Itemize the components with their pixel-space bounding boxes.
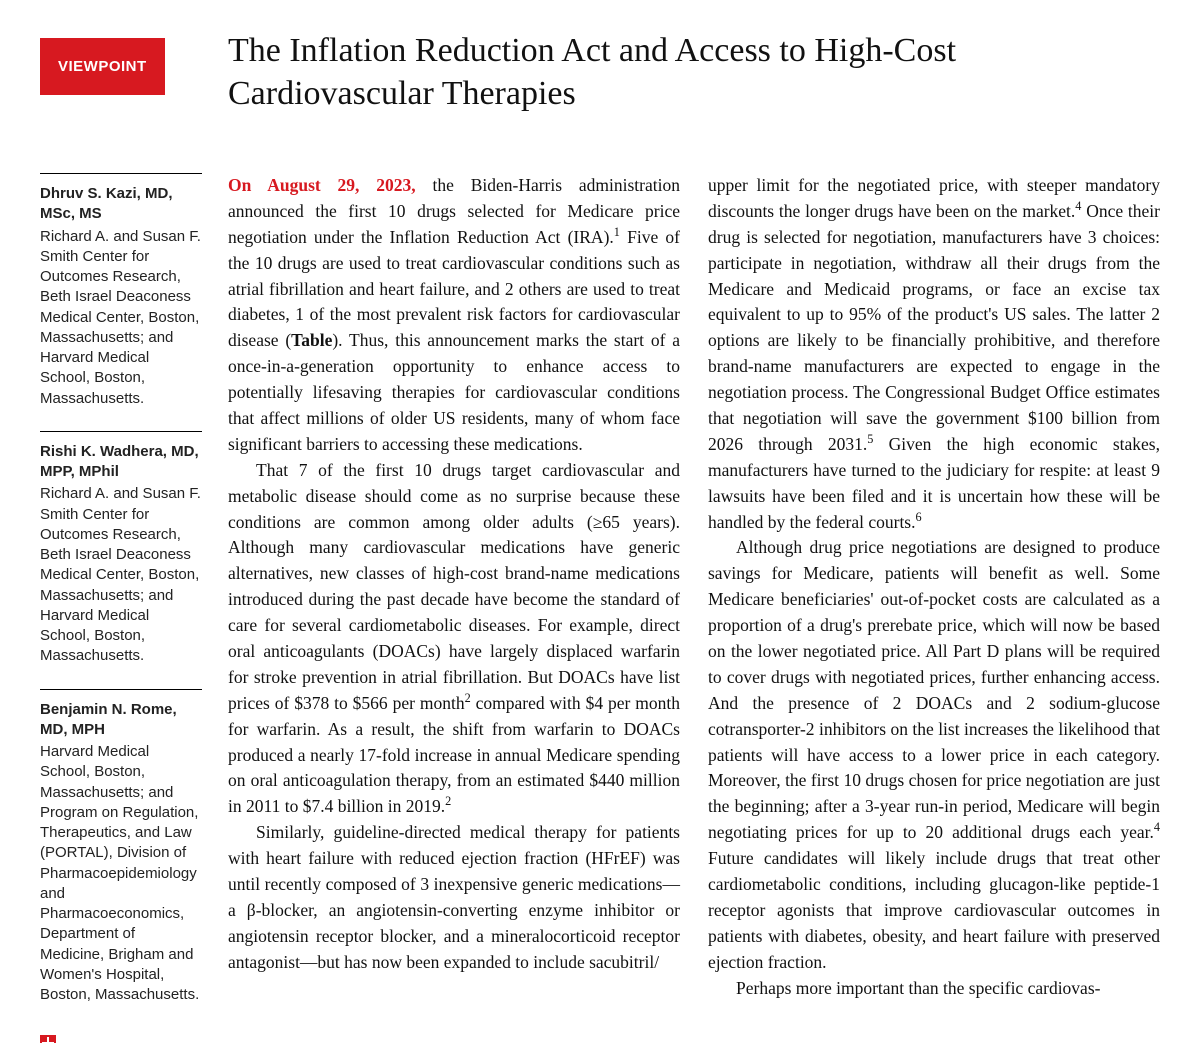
- author-block: Benjamin N. Rome, MD, MPH Harvard Medica…: [40, 689, 202, 1028]
- author-block: Dhruv S. Kazi, MD, MSc, MS Richard A. an…: [40, 173, 202, 431]
- author-affiliation: Richard A. and Susan F. Smith Center for…: [40, 227, 202, 409]
- citation-sup: 6: [916, 510, 922, 524]
- body-text: Once their drug is selected for negotiat…: [708, 201, 1160, 454]
- header: VIEWPOINT The Inflation Reduction Act an…: [40, 20, 1160, 115]
- article-title: The Inflation Reduction Act and Access t…: [228, 20, 1160, 115]
- paragraph: Similarly, guideline-directed medical th…: [228, 820, 680, 975]
- paragraph: That 7 of the first 10 drugs target card…: [228, 458, 680, 820]
- paragraph: Perhaps more important than the specific…: [708, 976, 1160, 1002]
- author-block: Rishi K. Wadhera, MD, MPP, MPhil Richard…: [40, 431, 202, 689]
- paragraph: upper limit for the negotiated price, wi…: [708, 173, 1160, 535]
- badge-wrap: VIEWPOINT: [40, 20, 202, 115]
- body-text: Similarly, guideline-directed medical th…: [228, 822, 680, 971]
- citation-sup: 4: [1154, 820, 1160, 834]
- table-ref: Table: [291, 330, 332, 350]
- lead-in: On August 29, 2023,: [228, 175, 416, 195]
- body-text: Although drug price negotiations are des…: [708, 537, 1160, 842]
- body-text: Perhaps more important than the specific…: [736, 978, 1100, 998]
- body-grid: Dhruv S. Kazi, MD, MSc, MS Richard A. an…: [40, 173, 1160, 1043]
- body-text: That 7 of the first 10 drugs target card…: [228, 460, 680, 713]
- paragraph: On August 29, 2023, the Biden-Harris adm…: [228, 173, 680, 458]
- paragraph: Although drug price negotiations are des…: [708, 535, 1160, 975]
- author-name: Benjamin N. Rome, MD, MPH: [40, 700, 202, 741]
- author-affiliation: Richard A. and Susan F. Smith Center for…: [40, 484, 202, 666]
- citation-sup: 2: [445, 795, 451, 809]
- author-name: Dhruv S. Kazi, MD, MSc, MS: [40, 184, 202, 225]
- author-sidebar: Dhruv S. Kazi, MD, MSc, MS Richard A. an…: [40, 173, 202, 1043]
- viewpoint-badge: VIEWPOINT: [40, 38, 165, 95]
- article-body: On August 29, 2023, the Biden-Harris adm…: [228, 173, 1160, 1043]
- author-name: Rishi K. Wadhera, MD, MPP, MPhil: [40, 442, 202, 483]
- author-affiliation: Harvard Medical School, Boston, Massachu…: [40, 742, 202, 1005]
- body-text: Future candidates will likely include dr…: [708, 848, 1160, 972]
